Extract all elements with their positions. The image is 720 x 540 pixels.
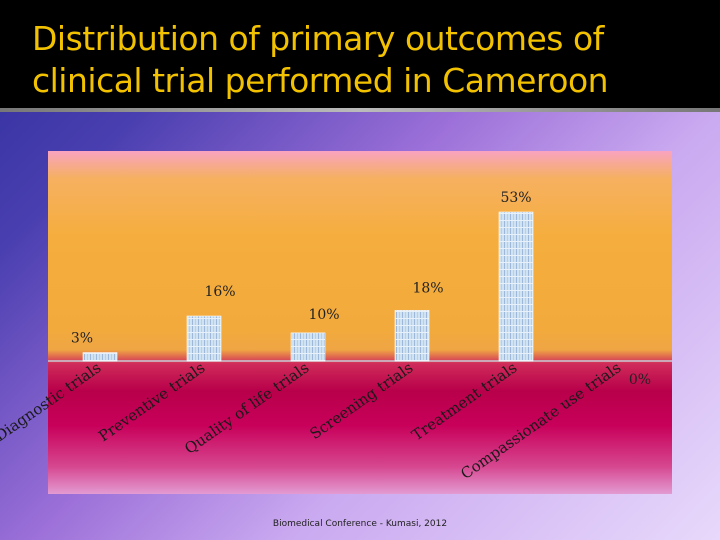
category-label-diagnostic-trials: Diagnostic trials: [0, 359, 104, 446]
footer-text: Biomedical Conference - Kumasi, 2012: [272, 519, 448, 529]
slide-title: Distribution of primary outcomes of clin…: [32, 18, 692, 102]
category-label-treatment-trials: Treatment trials: [408, 359, 520, 445]
bar-preventive-trials: [186, 315, 222, 362]
title-line-1: Distribution of primary outcomes of: [32, 19, 604, 58]
bar-diagnostic-trials: [82, 352, 118, 362]
title-divider: [0, 108, 720, 112]
value-label-screening-trials: 18%: [412, 280, 443, 296]
category-label-screening-trials: Screening trials: [306, 359, 416, 443]
bar-treatment-trials: [498, 211, 534, 362]
bar-quality-of-life-trials: [290, 332, 326, 362]
value-label-compassionate-use-trials: 0%: [629, 372, 651, 388]
plot-area: [48, 151, 672, 494]
value-label-treatment-trials: 53%: [500, 190, 531, 206]
category-label-preventive-trials: Preventive trials: [95, 359, 208, 446]
bar-screening-trials: [394, 310, 430, 362]
value-label-quality-of-life-trials: 10%: [308, 307, 339, 323]
value-label-preventive-trials: 16%: [204, 284, 235, 300]
value-label-diagnostic-trials: 3%: [71, 331, 93, 347]
title-line-2: clinical trial performed in Cameroon: [32, 61, 609, 100]
title-band: Distribution of primary outcomes of clin…: [0, 0, 720, 112]
